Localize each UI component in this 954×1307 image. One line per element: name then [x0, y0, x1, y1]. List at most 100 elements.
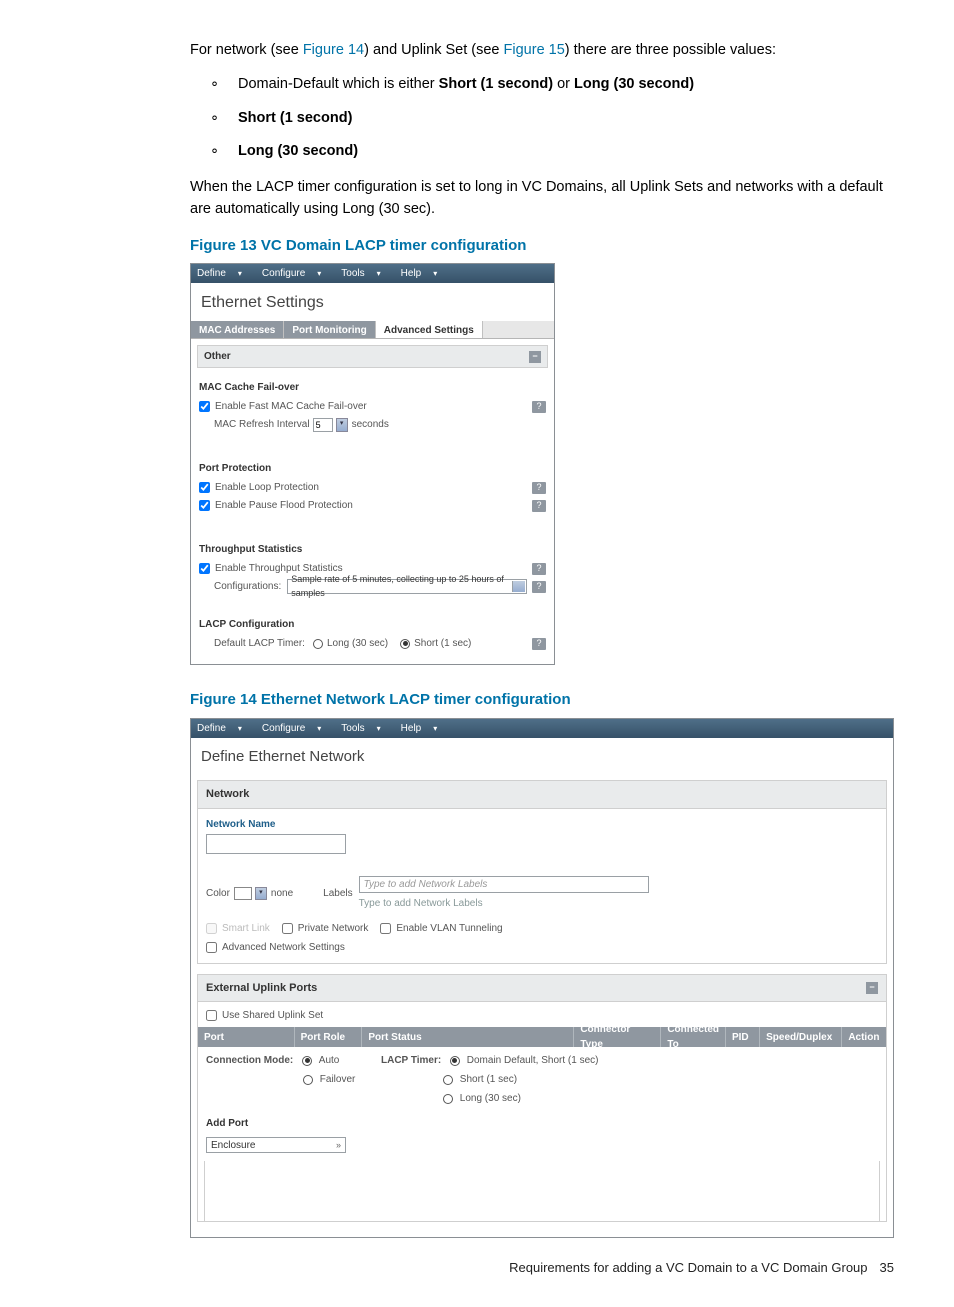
menu-define[interactable]: Define▾ — [197, 721, 252, 736]
radio-failover[interactable] — [303, 1075, 313, 1085]
th-port: Port — [198, 1027, 295, 1047]
smart-link-checkbox[interactable] — [206, 923, 217, 934]
enable-loop-protection-checkbox[interactable] — [199, 482, 210, 493]
tab-port-monitoring[interactable]: Port Monitoring — [284, 321, 375, 338]
vlan-tunneling-checkbox[interactable] — [380, 923, 391, 934]
panel-title: Ethernet Settings — [191, 283, 554, 321]
intro-prefix: For network (see — [190, 42, 303, 58]
enable-fast-mac-label: Enable Fast MAC Cache Fail-over — [215, 399, 367, 414]
port-protection-group: Port Protection Enable Loop Protection ?… — [191, 455, 554, 522]
mac-refresh-input[interactable] — [313, 418, 333, 432]
blank-area — [204, 1161, 880, 1221]
tab-row: MAC Addresses Port Monitoring Advanced S… — [191, 321, 554, 339]
bullet-domain-default: Domain-Default which is either Short (1 … — [210, 74, 894, 96]
help-icon[interactable]: ? — [532, 401, 546, 413]
link-figure-14[interactable]: Figure 14 — [303, 42, 364, 58]
lacp-timer-label: Default LACP Timer: — [214, 636, 305, 651]
th-port-role: Port Role — [295, 1027, 363, 1047]
bullet-short: Short (1 second) — [210, 108, 894, 130]
intro-suffix: ) there are three possible values: — [565, 42, 776, 58]
help-icon[interactable]: ? — [532, 581, 546, 593]
network-box-head: Network — [198, 781, 886, 809]
menu-help[interactable]: Help▾ — [401, 721, 448, 736]
menu-tools[interactable]: Tools▾ — [341, 721, 390, 736]
advanced-settings-label: Advanced Network Settings — [222, 940, 345, 955]
enclosure-dropdown[interactable]: Enclosure » — [206, 1137, 346, 1153]
smart-link-label: Smart Link — [222, 921, 270, 936]
advanced-settings-row: Advanced Network Settings — [206, 940, 345, 955]
radio-auto[interactable] — [302, 1056, 312, 1066]
enable-fast-mac-checkbox[interactable] — [199, 401, 210, 412]
chevron-right-icon: » — [336, 1139, 341, 1153]
lacp-timer-label: LACP Timer: — [381, 1055, 441, 1066]
ts-title: Throughput Statistics — [199, 542, 546, 557]
labels-label: Labels — [323, 886, 352, 901]
enable-pause-flood-checkbox[interactable] — [199, 500, 210, 511]
advanced-settings-checkbox[interactable] — [206, 942, 217, 953]
menu-define[interactable]: Define▾ — [197, 266, 252, 281]
sample-rate-value: Sample rate of 5 minutes, collecting up … — [291, 573, 514, 600]
tab-advanced-settings[interactable]: Advanced Settings — [376, 321, 483, 338]
menu-tools[interactable]: Tools▾ — [341, 266, 390, 281]
collapse-icon[interactable]: − — [529, 351, 541, 363]
page-footer: Requirements for adding a VC Domain to a… — [190, 1258, 894, 1278]
radio-long-label: Long (30 sec) — [327, 636, 388, 651]
menu-configure[interactable]: Configure▾ — [262, 721, 331, 736]
connection-mode-row: Connection Mode: Auto LACP Timer: Domain… — [198, 1047, 886, 1112]
shared-uplink-row: Use Shared Uplink Set — [206, 1008, 866, 1023]
page-number: 35 — [880, 1258, 894, 1278]
mac-refresh-dropdown[interactable]: ▾ — [336, 418, 348, 432]
radio-short[interactable] — [400, 639, 410, 649]
b2-text: Short (1 second) — [238, 110, 352, 126]
radio-auto-label: Auto — [319, 1055, 340, 1066]
define-ethernet-network-panel: Define▾ Configure▾ Tools▾ Help▾ Define E… — [190, 718, 894, 1238]
link-figure-15[interactable]: Figure 15 — [504, 42, 565, 58]
menubar-14: Define▾ Configure▾ Tools▾ Help▾ — [191, 719, 893, 738]
figure-13-title: Figure 13 VC Domain LACP timer configura… — [190, 235, 894, 258]
radio-long-30sec[interactable] — [443, 1094, 453, 1104]
shared-uplink-checkbox[interactable] — [206, 1010, 217, 1021]
enable-loop-label: Enable Loop Protection — [215, 480, 319, 495]
panel14-title: Define Ethernet Network — [191, 738, 893, 775]
menubar: Define▾ Configure▾ Tools▾ Help▾ — [191, 264, 554, 283]
radio-short-1sec[interactable] — [443, 1075, 453, 1085]
bullet-long: Long (30 second) — [210, 141, 894, 163]
paragraph-2: When the LACP timer configuration is set… — [190, 177, 894, 221]
throughput-group: Throughput Statistics Enable Throughput … — [191, 536, 554, 603]
color-dropdown[interactable]: ▾ — [255, 887, 267, 900]
collapse-icon[interactable]: − — [866, 982, 878, 994]
th-connector-type: Connector Type — [574, 1027, 661, 1047]
private-network-checkbox[interactable] — [282, 923, 293, 934]
b1-short: Short (1 second) — [439, 76, 553, 92]
external-uplink-box: External Uplink Ports − Use Shared Uplin… — [197, 974, 887, 1223]
network-name-input[interactable] — [206, 834, 346, 854]
sample-rate-select[interactable]: Sample rate of 5 minutes, collecting up … — [287, 579, 527, 594]
radio-short-label: Short (1 sec) — [414, 636, 471, 651]
value-list: Domain-Default which is either Short (1 … — [210, 74, 894, 163]
color-swatch[interactable] — [234, 887, 252, 900]
help-icon[interactable]: ? — [532, 500, 546, 512]
help-icon[interactable]: ? — [532, 638, 546, 650]
intro-paragraph: For network (see Figure 14) and Uplink S… — [190, 40, 894, 62]
tab-mac-addresses[interactable]: MAC Addresses — [191, 321, 284, 338]
help-icon[interactable]: ? — [532, 563, 546, 575]
network-box-label: Network — [206, 786, 249, 803]
figure-14-title: Figure 14 Ethernet Network LACP timer co… — [190, 689, 894, 712]
menu-help[interactable]: Help▾ — [401, 266, 448, 281]
menu-configure[interactable]: Configure▾ — [262, 266, 331, 281]
th-connected-to: Connected To — [661, 1027, 726, 1047]
radio-long[interactable] — [313, 639, 323, 649]
labels-input[interactable]: Type to add Network Labels — [359, 876, 649, 893]
b1-prefix: Domain-Default which is either — [238, 76, 439, 92]
footer-text: Requirements for adding a VC Domain to a… — [509, 1258, 867, 1278]
lacp-title: LACP Configuration — [199, 617, 546, 632]
help-icon[interactable]: ? — [532, 482, 546, 494]
enable-throughput-checkbox[interactable] — [199, 563, 210, 574]
radio-domain-default[interactable] — [450, 1056, 460, 1066]
mac-title: MAC Cache Fail-over — [199, 380, 546, 395]
network-name-label: Network Name — [206, 817, 878, 832]
color-none: none — [271, 886, 293, 901]
color-label: Color — [206, 886, 230, 901]
connection-mode-label: Connection Mode: — [206, 1055, 293, 1066]
ethernet-settings-panel: Define▾ Configure▾ Tools▾ Help▾ Ethernet… — [190, 263, 555, 665]
